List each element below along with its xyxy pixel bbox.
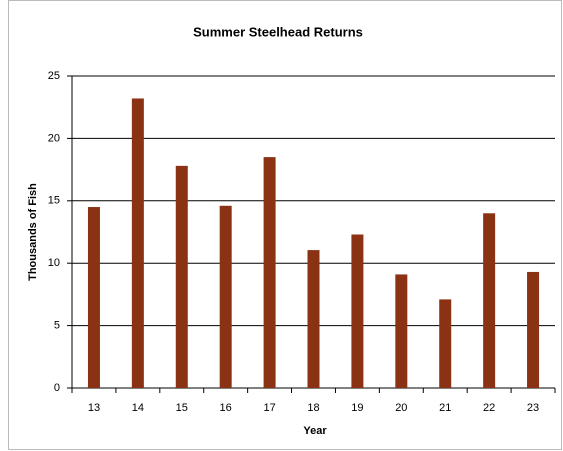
x-tick-label: 20 [395,402,407,414]
y-tick-label: 0 [54,382,60,394]
y-tick-label: 5 [54,320,60,332]
bar [219,205,232,388]
y-axis-title: Thousands of Fish [27,183,39,281]
x-tick-label: 14 [132,402,144,414]
x-axis-title: Year [303,425,327,437]
bar [263,157,276,388]
bar [439,299,452,388]
x-tick-label: 23 [527,402,539,414]
x-tick-label: 22 [483,402,495,414]
y-tick-label: 20 [48,132,60,144]
chart-border [8,0,562,450]
y-tick-label: 10 [48,257,60,269]
bar [87,207,100,388]
x-tick-label: 18 [307,402,319,414]
bar [175,165,188,388]
bar [395,274,408,388]
x-tick-label: 13 [88,402,100,414]
bar [307,250,320,388]
x-tick-label: 21 [439,402,451,414]
x-tick-label: 17 [263,402,275,414]
bar [527,271,540,388]
x-tick-label: 16 [220,402,232,414]
x-tick-label: 19 [351,402,363,414]
bar [131,98,144,389]
chart-title: Summer Steelhead Returns [193,24,363,39]
bar [483,213,496,388]
x-tick-label: 15 [176,402,188,414]
y-tick-label: 15 [48,195,60,207]
bar [351,234,364,388]
y-tick-label: 25 [48,70,60,82]
